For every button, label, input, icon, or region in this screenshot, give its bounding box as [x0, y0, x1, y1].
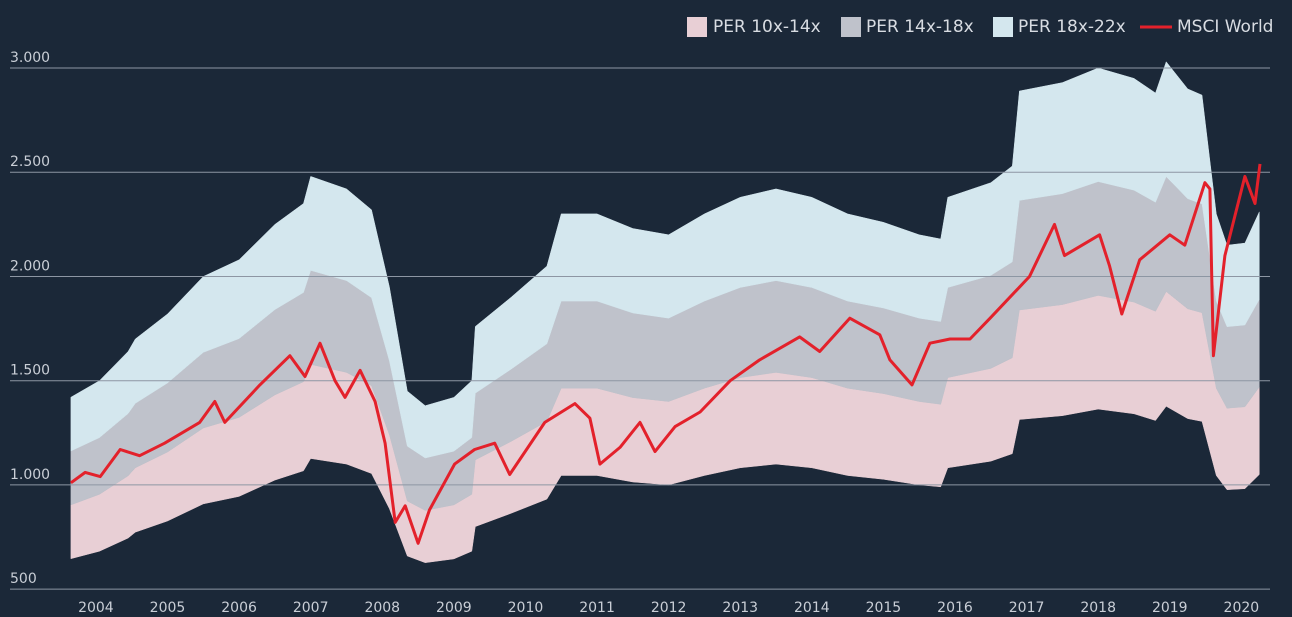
- legend-swatch: [687, 17, 707, 37]
- plot-area: 500 1.000 1.500 2.000 2.500 3.000 2004 2005 2006…: [10, 50, 1270, 616]
- x-tick-label: 2004: [78, 600, 114, 616]
- y-tick-label: 3.000: [10, 50, 50, 66]
- x-tick-label: 2007: [293, 600, 329, 616]
- x-tick-label: 2009: [436, 600, 472, 616]
- x-tick-label: 2017: [1009, 600, 1045, 616]
- y-tick-label: 1.000: [10, 467, 50, 483]
- legend-swatch: [993, 17, 1013, 37]
- x-tick-label: 2005: [150, 600, 186, 616]
- legend-label: PER 18x-22x: [1018, 17, 1126, 37]
- legend: PER 10x-14x PER 14x-18x PER 18x-22x MSCI…: [687, 17, 1273, 37]
- x-tick-label: 2020: [1224, 600, 1260, 616]
- x-tick-label: 2006: [221, 600, 257, 616]
- y-tick-label: 2.000: [10, 258, 50, 274]
- y-tick-label: 2.500: [10, 154, 50, 170]
- x-tick-label: 2016: [937, 600, 973, 616]
- x-tick-label: 2018: [1080, 600, 1116, 616]
- x-tick-label: 2008: [364, 600, 400, 616]
- line-series: [70, 163, 1262, 545]
- x-tick-label: 2014: [794, 600, 830, 616]
- y-tick-label: 500: [10, 571, 37, 587]
- legend-swatch: [841, 17, 861, 37]
- x-tick-label: 2010: [508, 600, 544, 616]
- x-tick-label: 2011: [579, 600, 615, 616]
- x-tick-label: 2012: [651, 600, 687, 616]
- band-area: [70, 61, 1260, 459]
- legend-label: MSCI World: [1177, 17, 1273, 37]
- x-tick-label: 2019: [1152, 600, 1188, 616]
- y-tick-label: 1.500: [10, 363, 50, 379]
- legend-label: PER 14x-18x: [866, 17, 974, 37]
- x-tick-label: 2015: [866, 600, 902, 616]
- x-tick-label: 2013: [722, 600, 758, 616]
- legend-label: PER 10x-14x: [713, 17, 821, 37]
